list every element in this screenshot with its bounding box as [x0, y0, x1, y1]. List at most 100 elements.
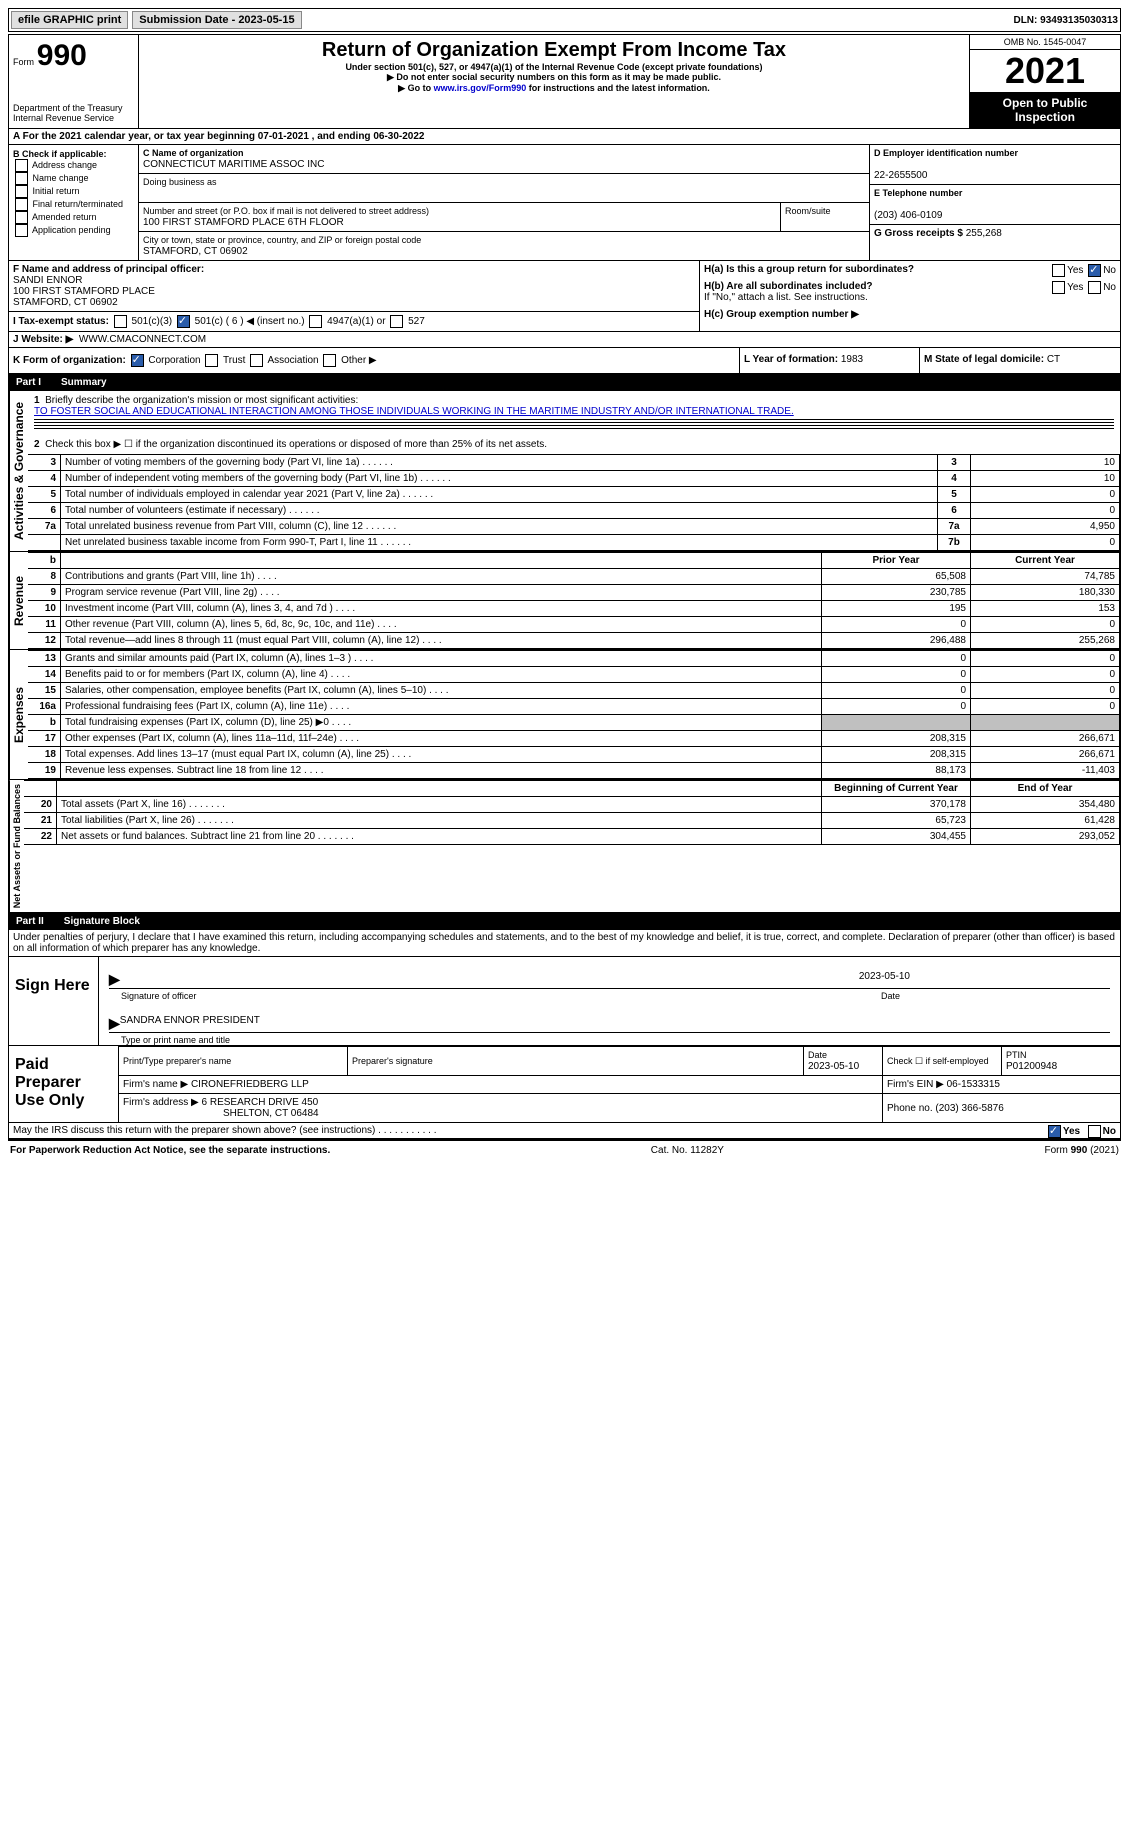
arrow-icon: ▶: [109, 971, 120, 988]
form-header: Form 990 Department of the Treasury Inte…: [8, 34, 1121, 129]
chk-corp[interactable]: [131, 354, 144, 367]
table-row: 15Salaries, other compensation, employee…: [28, 683, 1120, 699]
website-value: WWW.CMACONNECT.COM: [79, 334, 206, 345]
chk-501c[interactable]: [177, 315, 190, 328]
firm-ein-label: Firm's EIN ▶: [887, 1079, 944, 1090]
table-row: 18Total expenses. Add lines 13–17 (must …: [28, 747, 1120, 763]
box-b: B Check if applicable: Address change Na…: [9, 145, 139, 260]
typed-label: Type or print name and title: [121, 1035, 1120, 1045]
addr-value: 100 FIRST STAMFORD PLACE 6TH FLOOR: [143, 217, 344, 228]
chk-discuss-no[interactable]: [1088, 1125, 1101, 1138]
phone-label: E Telephone number: [874, 188, 962, 198]
section-netassets: Net Assets or Fund Balances Beginning of…: [8, 780, 1121, 913]
irs-link[interactable]: www.irs.gov/Form990: [434, 83, 527, 93]
part1-name: Summary: [61, 377, 107, 388]
prep-name-label: Print/Type preparer's name: [123, 1056, 231, 1066]
sign-block: Sign Here ▶ 2023-05-10 Signature of offi…: [8, 957, 1121, 1046]
entity-block: B Check if applicable: Address change Na…: [8, 145, 1121, 261]
paid-label: Paid Preparer Use Only: [9, 1046, 119, 1122]
ein-label: D Employer identification number: [874, 148, 1018, 158]
prep-self: Check ☐ if self-employed: [887, 1056, 989, 1066]
section-revenue: Revenue bPrior YearCurrent Year8Contribu…: [8, 552, 1121, 650]
chk-pending[interactable]: [15, 224, 28, 237]
submission-date-button[interactable]: Submission Date - 2023-05-15: [132, 11, 301, 29]
chk-trust[interactable]: [205, 354, 218, 367]
chk-hb-yes[interactable]: [1052, 281, 1065, 294]
table-row: 16aProfessional fundraising fees (Part I…: [28, 699, 1120, 715]
sig-officer-label: Signature of officer: [121, 991, 196, 1001]
line2-text: Check this box ▶ ☐ if the organization d…: [45, 439, 547, 450]
label-netassets: Net Assets or Fund Balances: [9, 780, 24, 912]
chk-address-change[interactable]: [15, 159, 28, 172]
date-label: Date: [881, 991, 900, 1001]
table-row: 6Total number of volunteers (estimate if…: [28, 503, 1120, 519]
table-row: 4Number of independent voting members of…: [28, 471, 1120, 487]
ptin-value: P01200948: [1006, 1061, 1057, 1072]
gross-label: G Gross receipts $: [874, 228, 963, 239]
table-row: 7aTotal unrelated business revenue from …: [28, 519, 1120, 535]
period-line: A For the 2021 calendar year, or tax yea…: [8, 129, 1121, 145]
firm-phone-label: Phone no.: [887, 1103, 933, 1114]
box-b-label: B Check if applicable:: [13, 149, 107, 159]
firm-addr: 6 RESEARCH DRIVE 450: [202, 1097, 319, 1108]
chk-final[interactable]: [15, 198, 28, 211]
opt-501c3: 501(c)(3): [132, 316, 173, 327]
typed-name: SANDRA ENNOR PRESIDENT: [120, 1015, 260, 1032]
chk-501c3[interactable]: [114, 315, 127, 328]
label-expenses: Expenses: [9, 650, 28, 779]
chk-527[interactable]: [390, 315, 403, 328]
section-expenses: Expenses 13Grants and similar amounts pa…: [8, 650, 1121, 780]
opt-name-change: Name change: [33, 173, 89, 183]
officer-name: SANDI ENNOR: [13, 275, 82, 286]
chk-initial[interactable]: [15, 185, 28, 198]
chk-ha-no[interactable]: [1088, 264, 1101, 277]
chk-assoc[interactable]: [250, 354, 263, 367]
preparer-block: Paid Preparer Use Only Print/Type prepar…: [8, 1046, 1121, 1123]
opt-501c: 501(c) ( 6 ) ◀ (insert no.): [195, 316, 305, 327]
chk-ha-yes[interactable]: [1052, 264, 1065, 277]
opt-initial: Initial return: [33, 186, 80, 196]
chk-hb-no[interactable]: [1088, 281, 1101, 294]
year-formation-label: L Year of formation:: [744, 354, 838, 365]
goto-post: for instructions and the latest informat…: [526, 83, 710, 93]
chk-other[interactable]: [323, 354, 336, 367]
opt-trust: Trust: [223, 355, 245, 366]
tax-year: 2021: [970, 50, 1120, 92]
table-row: 10Investment income (Part VIII, column (…: [28, 601, 1120, 617]
org-name: CONNECTICUT MARITIME ASSOC INC: [143, 159, 325, 170]
efile-print-button[interactable]: efile GRAPHIC print: [11, 11, 128, 29]
discuss-label: May the IRS discuss this return with the…: [13, 1125, 375, 1136]
table-row: Beginning of Current YearEnd of Year: [24, 781, 1120, 797]
klm-row: K Form of organization: Corporation Trus…: [8, 348, 1121, 374]
mission-text[interactable]: TO FOSTER SOCIAL AND EDUCATIONAL INTERAC…: [34, 406, 794, 417]
table-netassets: Beginning of Current YearEnd of Year20To…: [24, 780, 1120, 845]
form-title: Return of Organization Exempt From Incom…: [143, 39, 965, 62]
year-formation-value: 1983: [841, 354, 863, 365]
yes-label: Yes: [1063, 1126, 1080, 1137]
table-row: bPrior YearCurrent Year: [28, 553, 1120, 569]
page-footer: For Paperwork Reduction Act Notice, see …: [8, 1139, 1121, 1160]
part2-header: Part II Signature Block: [8, 913, 1121, 930]
officer-addr2: STAMFORD, CT 06902: [13, 297, 118, 308]
sig-date: 2023-05-10: [859, 971, 910, 988]
discuss-row: May the IRS discuss this return with the…: [8, 1123, 1121, 1139]
chk-discuss-yes[interactable]: [1048, 1125, 1061, 1138]
website-row: J Website: ▶ WWW.CMACONNECT.COM: [8, 332, 1121, 348]
table-row: 5Total number of individuals employed in…: [28, 487, 1120, 503]
opt-other: Other ▶: [341, 355, 376, 366]
hb-label: H(b) Are all subordinates included?: [704, 281, 873, 292]
sign-here-label: Sign Here: [9, 957, 99, 1045]
box-deg: D Employer identification number 22-2655…: [870, 145, 1120, 260]
chk-4947[interactable]: [309, 315, 322, 328]
table-expenses: 13Grants and similar amounts paid (Part …: [28, 650, 1120, 779]
chk-name-change[interactable]: [15, 172, 28, 185]
preparer-table: Print/Type preparer's name Preparer's si…: [119, 1046, 1120, 1122]
firm-city: SHELTON, CT 06484: [223, 1108, 319, 1119]
table-row: 14Benefits paid to or for members (Part …: [28, 667, 1120, 683]
domicile-label: M State of legal domicile:: [924, 354, 1044, 365]
irs-label: Internal Revenue Service: [13, 113, 134, 123]
subtitle-3: ▶ Go to www.irs.gov/Form990 for instruct…: [143, 83, 965, 94]
officer-label: F Name and address of principal officer:: [13, 264, 204, 275]
chk-amended[interactable]: [15, 211, 28, 224]
footer-right: Form 990 (2021): [1045, 1145, 1119, 1156]
